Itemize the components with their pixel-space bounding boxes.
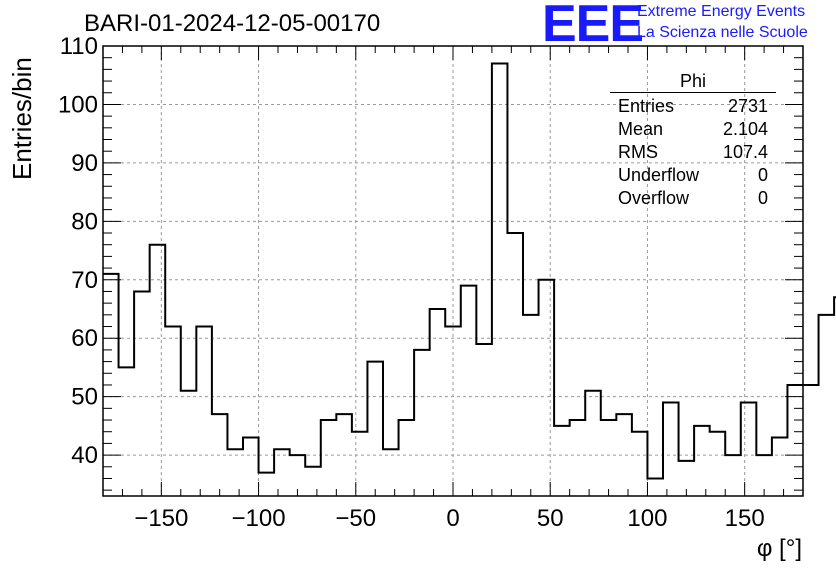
stats-label: Entries — [618, 96, 675, 116]
stats-label: RMS — [618, 142, 658, 162]
y-tick-label: 110 — [60, 33, 98, 60]
x-tick-label: −100 — [232, 505, 286, 532]
stats-label: Mean — [618, 119, 664, 139]
stats-value: 2731 — [727, 96, 768, 116]
brand-line-1: Extreme Energy Events — [637, 3, 806, 20]
stats-divider — [610, 92, 776, 93]
y-tick-label: 40 — [71, 442, 98, 469]
x-tick-label: 150 — [725, 505, 765, 532]
stats-label: Overflow — [618, 188, 690, 208]
x-tick-labels: −150 −100 −50 0 50 100 150 — [134, 505, 764, 532]
x-tick-label: −150 — [134, 505, 188, 532]
stats-value: 0 — [757, 165, 768, 185]
x-tick-label: −50 — [335, 505, 376, 532]
y-tick-label: 80 — [71, 208, 98, 235]
y-tick-label: 60 — [71, 325, 98, 352]
stats-value: 2.104 — [722, 119, 768, 139]
stats-box: Phi Entries 2731 Mean 2.104 RMS 107.4 Un… — [610, 70, 776, 210]
stats-title: Phi — [679, 71, 706, 91]
eee-logo: EEE — [542, 0, 644, 53]
x-tick-label: 100 — [627, 505, 667, 532]
stats-row-underflow: Underflow 0 — [610, 164, 776, 187]
y-axis-label: Entries/bin — [7, 57, 37, 180]
axis-ticks — [102, 45, 804, 496]
y-tick-label: 50 — [71, 384, 98, 411]
stats-row-rms: RMS 107.4 — [610, 141, 776, 164]
y-tick-label: 90 — [71, 150, 98, 177]
y-tick-label: 100 — [58, 91, 98, 118]
x-tick-label: 0 — [446, 505, 459, 532]
histogram-line — [103, 62, 836, 480]
stats-row-overflow: Overflow 0 — [610, 187, 776, 210]
stats-row-mean: Mean 2.104 — [610, 118, 776, 141]
stats-value: 107.4 — [722, 142, 768, 162]
stats-value: 0 — [757, 188, 768, 208]
y-tick-label: 70 — [71, 267, 98, 294]
x-tick-label: 50 — [537, 505, 564, 532]
stats-row-entries: Entries 2731 — [610, 95, 776, 118]
x-axis-label: φ [°] — [756, 535, 802, 562]
stats-label: Underflow — [618, 165, 700, 185]
brand-line-2: La Scienza nelle Scuole — [637, 24, 808, 41]
grid — [103, 45, 803, 496]
chart-title: BARI-01-2024-12-05-00170 — [84, 10, 381, 37]
y-tick-labels: 40 50 60 70 80 90 100 110 — [58, 33, 98, 469]
